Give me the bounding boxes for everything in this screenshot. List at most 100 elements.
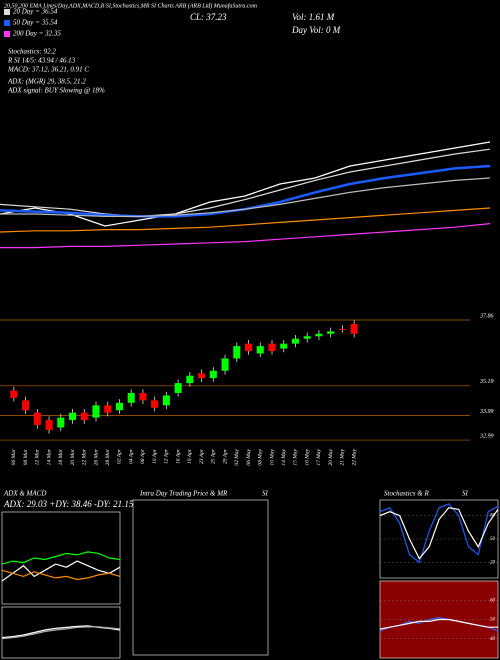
x-tick-label: 04 Apr — [127, 448, 134, 464]
volume: Vol: 1.61 M — [292, 12, 335, 22]
close: CL: 37.23 — [190, 12, 227, 22]
candle-body — [127, 392, 135, 403]
day-volume: Day Vol: 0 M — [291, 25, 341, 35]
macd: MACD: 37.12, 36.21, 0.91 C — [7, 66, 89, 74]
legend-entry: 50 Day = 35.54 — [13, 19, 58, 27]
panel-box — [379, 499, 499, 579]
y-tick-label: 32.99 — [479, 433, 494, 439]
series-line — [0, 207, 491, 233]
x-tick-label: 29 Apr — [222, 448, 228, 464]
x-tick-label: 12 Apr — [164, 448, 170, 464]
x-tick-label: 08 Apr — [140, 448, 146, 464]
candle-body — [303, 336, 311, 339]
x-tick-label: 16 Apr — [175, 448, 181, 464]
x-tick-label: 08 May — [258, 448, 264, 465]
x-tick-label: 06 Mar — [11, 448, 17, 465]
panel-title: SI — [462, 490, 469, 498]
panel-title: SI — [262, 490, 269, 498]
series-line — [1, 569, 121, 581]
candle-body — [350, 323, 358, 334]
x-tick-label: 26 Mar — [93, 448, 99, 465]
panel-title: Stochastics & R — [384, 490, 429, 498]
x-tick-label: 17 May — [316, 448, 322, 465]
x-tick-label: 25 Apr — [211, 448, 217, 464]
y-tick-label: 37.86 — [479, 313, 494, 319]
candle-body — [57, 417, 65, 428]
y-tick-label: 33.99 — [479, 409, 494, 415]
x-tick-label: 21 May — [340, 448, 346, 465]
series-line — [379, 503, 499, 564]
candle-body — [327, 331, 335, 334]
header-title: 20,50,200 EMA Lines/Day,ADX,MACD,R SI,St… — [4, 2, 258, 9]
x-tick-label: 22 May — [351, 448, 357, 465]
candle-body — [162, 395, 170, 406]
series-line — [0, 148, 491, 218]
x-tick-label: 06 May — [246, 448, 252, 465]
series-line — [0, 223, 491, 249]
x-tick-label: 22 Mar — [82, 448, 88, 465]
candle-body — [151, 400, 159, 408]
candle-body — [115, 402, 123, 411]
legend-entry: 200 Day = 32.35 — [13, 30, 61, 38]
x-tick-label: 15 May — [293, 448, 299, 465]
series-line — [0, 141, 491, 227]
panel-title: Intra Day Trading Price & MR — [139, 490, 228, 498]
series-line — [379, 507, 499, 560]
x-tick-label: 23 Apr — [199, 448, 205, 464]
adx: ADX: (MGR) 29, 38.5, 21.2 — [7, 78, 86, 86]
candle-body — [139, 392, 147, 401]
x-tick-label: 19 Apr — [187, 448, 193, 464]
y-tick-label: 50 — [490, 537, 496, 542]
x-tick-label: 10 May — [269, 448, 275, 465]
candle-body — [338, 328, 346, 330]
candle-body — [104, 405, 112, 413]
x-tick-label: 14 May — [280, 448, 287, 465]
x-tick-label: 20 May — [328, 448, 334, 465]
candle-body — [233, 346, 241, 359]
series-line — [379, 618, 498, 630]
adx-signal: ADX signal: BUY Slowing @ 18% — [7, 87, 105, 95]
panel-box — [1, 511, 121, 605]
candle-body — [80, 412, 88, 421]
legend-swatch — [4, 20, 10, 26]
candle-body — [291, 338, 299, 344]
series-line — [1, 560, 121, 582]
legend-swatch — [4, 9, 10, 15]
series-line — [1, 626, 121, 640]
candle-body — [92, 405, 100, 418]
stochastics: Stochastics: 92.2 — [8, 48, 56, 56]
y-tick-label: 20 — [490, 561, 496, 566]
candle-body — [268, 343, 276, 352]
candle-body — [245, 343, 253, 352]
candle-body — [69, 412, 77, 421]
x-tick-label: 16 May — [304, 448, 310, 465]
panel-box — [1, 606, 121, 659]
candle-body — [22, 400, 30, 411]
panel-title: ADX & MACD — [3, 490, 46, 498]
x-tick-label: 12 Mar — [35, 448, 41, 465]
candle-body — [186, 375, 194, 384]
legend-entry: 20 Day = 36.54 — [13, 8, 58, 16]
rsi: R SI 14/5: 43.94 / 46.13 — [7, 57, 76, 65]
x-tick-label: 18 Mar — [58, 448, 64, 465]
y-tick-label: 40 — [490, 637, 496, 642]
x-tick-label: 28 Mar — [105, 448, 111, 465]
x-tick-label: 02 Apr — [117, 448, 123, 464]
candle-body — [174, 383, 182, 393]
candle-body — [221, 358, 229, 371]
candle-body — [198, 373, 206, 379]
x-tick-label: 02 May — [234, 448, 240, 465]
candle-body — [33, 412, 41, 426]
x-tick-label: 20 Mar — [70, 448, 76, 465]
series-line — [0, 177, 491, 217]
x-tick-label: 14 Mar — [45, 448, 52, 465]
series-line — [1, 551, 121, 565]
legend-swatch — [4, 31, 10, 37]
y-tick-label: 50 — [490, 618, 496, 623]
x-tick-label: 10 Apr — [152, 448, 158, 464]
candle-body — [209, 370, 217, 379]
intraday-box — [132, 499, 269, 656]
y-tick-label: 60 — [490, 598, 496, 603]
